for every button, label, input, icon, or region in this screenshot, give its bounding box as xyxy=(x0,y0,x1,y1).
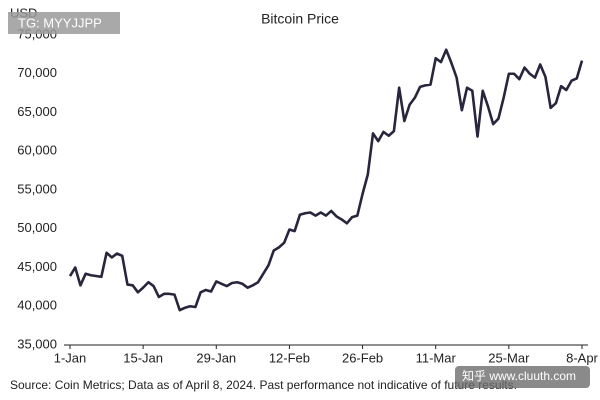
y-tick-label: 50,000 xyxy=(17,220,57,235)
y-tick-label: 60,000 xyxy=(17,143,57,158)
watermark: TG: MYYJJPP xyxy=(18,15,102,30)
x-tick-label: 11-Mar xyxy=(416,350,457,365)
chart-title: Bitcoin Price xyxy=(261,11,339,27)
y-tick-label: 45,000 xyxy=(17,259,57,274)
source-note: Source: Coin Metrics; Data as of April 8… xyxy=(10,378,517,392)
watermark-bottom-box xyxy=(455,366,590,388)
y-tick-label: 35,000 xyxy=(17,336,57,351)
watermark-box xyxy=(8,12,120,34)
x-tick-label: 12-Feb xyxy=(269,350,310,365)
x-tick-label: 26-Feb xyxy=(342,350,383,365)
y-tick-label: 40,000 xyxy=(17,298,57,313)
x-tick-label: 25-Mar xyxy=(488,350,530,365)
x-tick-label: 29-Jan xyxy=(196,350,236,365)
y-tick-label: 65,000 xyxy=(17,104,57,119)
watermark-bottom: 知乎 www.cluuth.com xyxy=(462,369,576,383)
price-line xyxy=(68,48,584,312)
x-tick-label: 8-Apr xyxy=(566,350,598,365)
x-tick-label: 1-Jan xyxy=(54,350,87,365)
y-tick-label: 70,000 xyxy=(17,65,57,80)
x-tick-label: 15-Jan xyxy=(123,350,163,365)
y-tick-label: 55,000 xyxy=(17,181,57,196)
